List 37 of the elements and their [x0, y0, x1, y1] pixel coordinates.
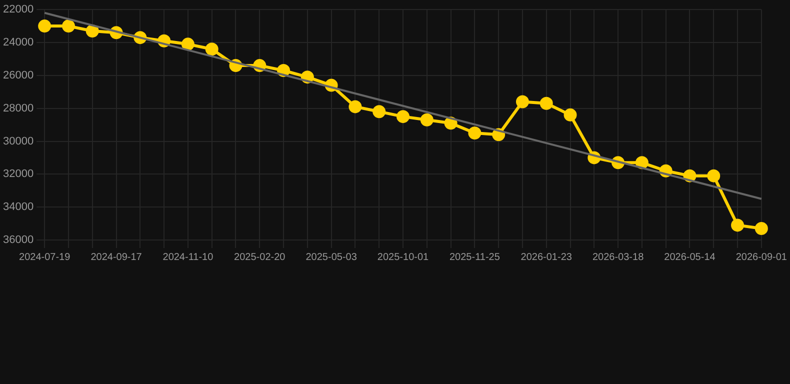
y-tick-label: 24000 [2, 36, 34, 49]
y-tick-label: 34000 [2, 201, 34, 214]
x-tick-label: 2025-05-03 [306, 252, 358, 263]
x-tick-label: 2026-03-18 [592, 252, 644, 263]
y-tick-label: 32000 [2, 168, 34, 180]
point [348, 100, 362, 114]
point [372, 105, 386, 118]
point [62, 20, 75, 33]
point [754, 222, 768, 235]
x-tick-label: 2025-10-01 [377, 252, 430, 263]
point [86, 24, 99, 38]
point [564, 108, 577, 122]
x-tick-label: 2026-09-01 [736, 252, 788, 263]
y-tick-label: 28000 [2, 102, 34, 114]
y-tick-label: 36000 [2, 234, 34, 246]
point [731, 218, 744, 232]
point [444, 116, 458, 130]
x-tick-label: 2025-02-20 [234, 252, 286, 263]
point [540, 96, 553, 110]
point [635, 156, 648, 170]
point [707, 169, 720, 182]
x-tick-label: 2026-01-23 [520, 252, 572, 263]
point [396, 110, 410, 124]
point [420, 113, 434, 126]
point [468, 126, 482, 140]
point [38, 20, 52, 33]
point [516, 95, 529, 108]
x-tick-label: 2024-07-19 [19, 252, 71, 263]
y-tick-label: 30000 [2, 135, 34, 148]
x-tick-label: 2025-11-25 [449, 252, 500, 263]
point [181, 38, 194, 51]
x-tick-label: 2024-11-10 [162, 252, 214, 263]
point [205, 42, 218, 56]
y-tick-label: 22000 [2, 4, 34, 16]
x-tick-label: 2026-05-14 [664, 252, 716, 263]
x-tick-label: 2024-09-17 [90, 252, 142, 263]
y-tick-label: 26000 [2, 69, 34, 82]
